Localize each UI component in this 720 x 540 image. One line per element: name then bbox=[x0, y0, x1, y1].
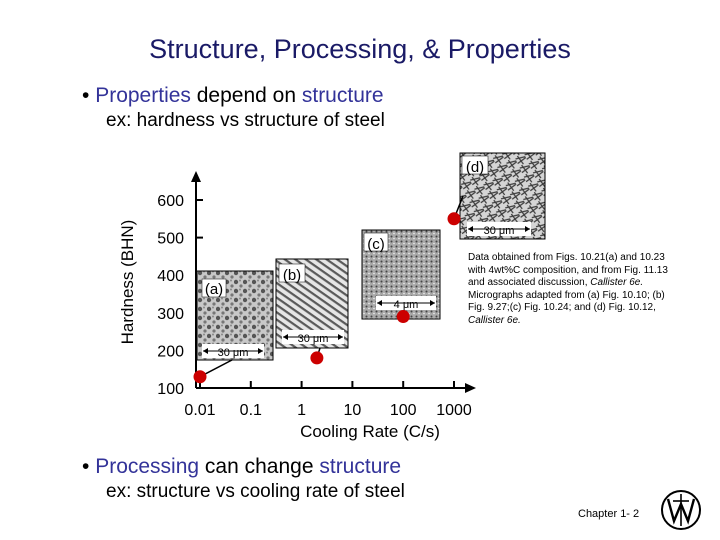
x-tick-label: 100 bbox=[390, 402, 417, 419]
bullet-processing: • Processing can change structure bbox=[82, 455, 401, 479]
source-note-book: Callister 6e. bbox=[590, 277, 644, 289]
bullet-properties: • Properties depend on structure bbox=[82, 84, 384, 108]
y-tick-label: 200 bbox=[157, 343, 184, 360]
data-point bbox=[310, 351, 324, 365]
micrograph-a: (a) 30 μm bbox=[196, 270, 274, 361]
y-axis-label: Hardness (BHN) bbox=[118, 220, 137, 345]
slide-title: Structure, Processing, & Properties bbox=[149, 34, 571, 64]
x-tick-label: 10 bbox=[344, 402, 362, 419]
source-note-text: Micrographs adapted from (a) Fig. 10.10;… bbox=[468, 289, 665, 314]
micrograph-c-scale: 4 μm bbox=[394, 299, 419, 311]
university-logo-icon bbox=[661, 490, 701, 530]
x-tick-label: 1 bbox=[297, 402, 306, 419]
y-tick-label: 100 bbox=[157, 381, 184, 398]
source-note-book: Callister 6e. bbox=[468, 314, 521, 326]
source-note: Data obtained from Figs. 10.21(a) and 10… bbox=[468, 252, 668, 328]
slide-footer: Chapter 1- 2 bbox=[578, 508, 640, 520]
bullet-word-structure: structure bbox=[301, 84, 384, 107]
y-tick-label: 400 bbox=[157, 268, 184, 285]
bullet-word-structure: structure bbox=[319, 455, 402, 478]
x-tick-label: 0.01 bbox=[184, 402, 215, 419]
bullet-text: can change bbox=[199, 455, 320, 478]
x-axis-arrow bbox=[465, 383, 476, 393]
bullet-text: depend on bbox=[190, 84, 302, 107]
y-tick-label: 500 bbox=[157, 231, 184, 248]
bullet-word-properties: Properties bbox=[95, 84, 191, 107]
micrograph-c-label: (c) bbox=[367, 236, 385, 253]
micrograph-b-label: (b) bbox=[283, 267, 301, 284]
micrograph-a-label: (a) bbox=[205, 281, 223, 298]
micrograph-d-scale: 30 μm bbox=[484, 225, 515, 237]
subpoint-hardness: ex: hardness vs structure of steel bbox=[106, 110, 385, 131]
source-note-data: Data obtained from Figs. 10.21(a) and 10… bbox=[468, 252, 668, 290]
bullet-word-processing: Processing bbox=[95, 455, 200, 478]
y-tick-label: 600 bbox=[157, 193, 184, 210]
data-point bbox=[396, 310, 410, 324]
x-axis-label: Cooling Rate (C/s) bbox=[300, 422, 440, 441]
data-point bbox=[447, 212, 461, 226]
data-point bbox=[193, 370, 207, 384]
micrograph-b: (b) 30 μm bbox=[275, 258, 349, 349]
micrograph-b-scale: 30 μm bbox=[298, 333, 329, 345]
y-axis-arrow bbox=[191, 171, 201, 182]
micrograph-a-scale: 30 μm bbox=[218, 347, 249, 359]
y-tick-label: 300 bbox=[157, 306, 184, 323]
subpoint-cooling: ex: structure vs cooling rate of steel bbox=[106, 481, 405, 502]
bullet-marker: • bbox=[82, 455, 90, 478]
x-tick-label: 1000 bbox=[436, 402, 472, 419]
bullet-marker: • bbox=[82, 84, 90, 107]
x-tick-label: 0.1 bbox=[240, 402, 262, 419]
micrograph-d-label: (d) bbox=[466, 159, 484, 176]
micrograph-d: (d) 30 μm bbox=[459, 152, 546, 240]
micrograph-c: (c) 4 μm bbox=[361, 229, 441, 320]
source-note-text: Data obtained from Figs. 10.21(a) and 10… bbox=[468, 252, 668, 289]
source-note-micrographs: Micrographs adapted from (a) Fig. 10.10;… bbox=[468, 290, 668, 328]
